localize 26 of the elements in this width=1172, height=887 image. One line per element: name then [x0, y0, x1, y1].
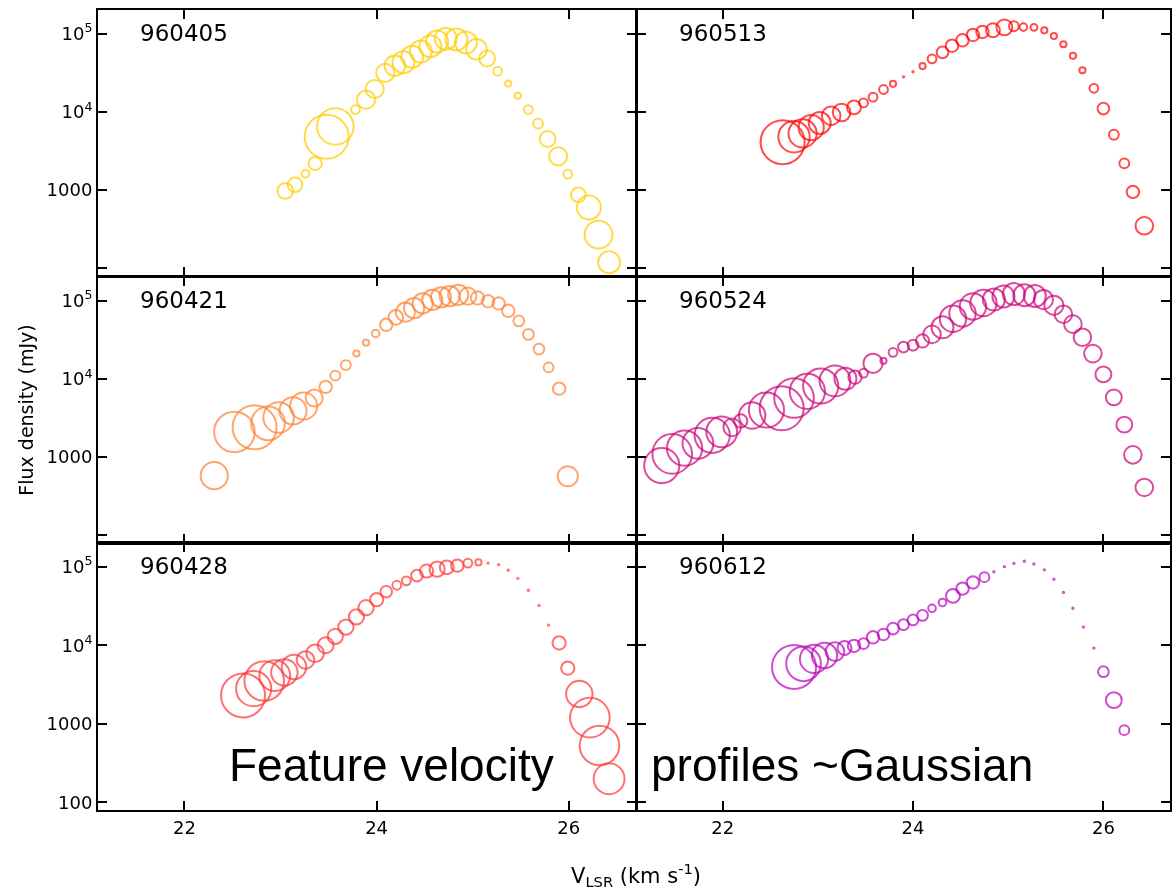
chart-title: 960524: [679, 287, 767, 313]
y-tick-label: 10$^{5}$: [61, 553, 93, 577]
y-tick-label: 10$^{4}$: [61, 365, 93, 390]
x-tick-label: 24: [901, 816, 925, 838]
x-tick-label: 26: [1091, 816, 1115, 838]
text: 960428: [140, 553, 228, 579]
y-axis-title: Flux density (mJy): [14, 324, 37, 496]
y-tick-label: 100: [58, 791, 93, 813]
y-tick-label: 10$^{4}$: [61, 98, 93, 123]
y-tick-label: 1000: [46, 713, 93, 735]
annotation: profiles ~Gaussian: [651, 739, 1034, 791]
chart-title: 960513: [679, 20, 767, 46]
y-tick-label: 1000: [46, 179, 93, 201]
y-tick-label: 1000: [46, 446, 93, 468]
x-tick-label: 26: [557, 816, 581, 838]
chart-title: 960421: [140, 287, 228, 313]
annotation: Feature velocity: [229, 739, 554, 791]
text: 960612: [679, 553, 767, 579]
y-tick-label: 10$^{4}$: [61, 631, 93, 656]
x-tick-label: 24: [365, 816, 389, 838]
chart-title: 960405: [140, 20, 228, 46]
y-tick-label: 10$^{5}$: [61, 287, 93, 311]
x-tick-label: 22: [711, 816, 735, 838]
x-axis-title: V$_{LSR}$ (km s$^{-1}$): [571, 860, 702, 887]
y-tick-label: 10$^{5}$: [61, 20, 93, 44]
x-tick-label: 22: [173, 816, 196, 838]
